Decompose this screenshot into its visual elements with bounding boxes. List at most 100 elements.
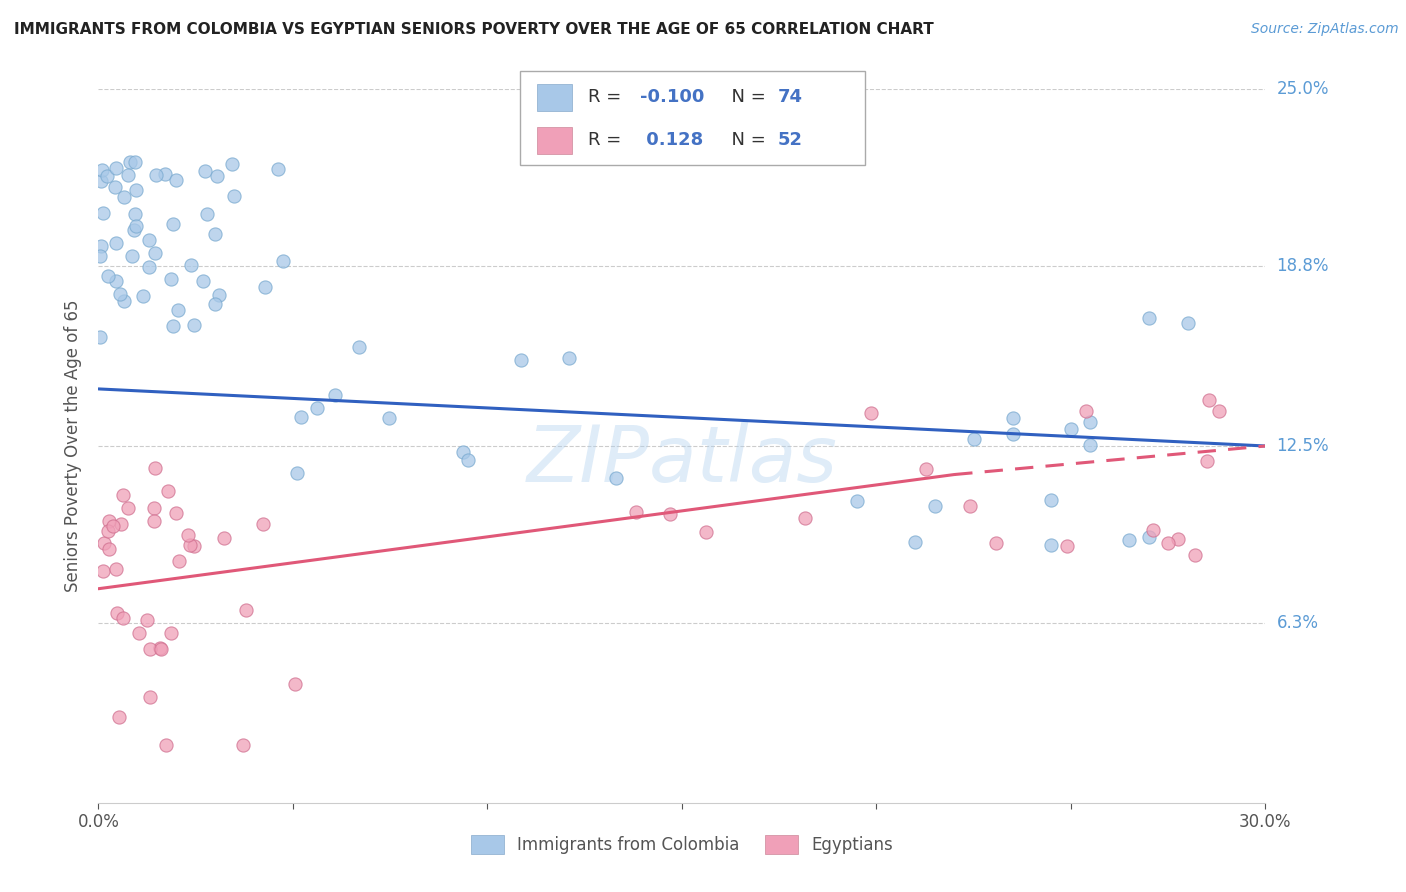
Point <box>105 161 128 175</box>
Point <box>1137 311 1160 326</box>
Point <box>153 167 176 181</box>
Point <box>183 539 205 553</box>
Y-axis label: Seniors Poverty Over the Age of 65: Seniors Poverty Over the Age of 65 <box>65 300 83 592</box>
Point <box>235 603 257 617</box>
Point <box>284 677 307 691</box>
Point <box>252 516 274 531</box>
Point <box>1137 530 1160 544</box>
Point <box>1142 523 1164 537</box>
Point <box>149 641 172 656</box>
Point <box>1060 422 1083 436</box>
Point <box>96 169 118 184</box>
Point <box>104 235 127 250</box>
Point <box>91 162 114 177</box>
Point <box>183 318 205 333</box>
Point <box>145 168 167 182</box>
Point <box>104 562 127 576</box>
Point <box>253 279 276 293</box>
Point <box>105 606 128 620</box>
Point <box>1080 415 1102 429</box>
Point <box>204 227 226 241</box>
Point <box>150 641 173 656</box>
Point <box>205 169 228 183</box>
Point <box>1198 392 1220 407</box>
Text: 52: 52 <box>778 131 803 149</box>
Point <box>325 388 347 402</box>
Point <box>89 249 111 263</box>
Point <box>124 183 146 197</box>
Text: Source: ZipAtlas.com: Source: ZipAtlas.com <box>1251 22 1399 37</box>
Point <box>659 507 682 521</box>
Point <box>121 249 143 263</box>
Point <box>624 505 647 519</box>
Point <box>111 488 134 502</box>
Point <box>378 411 401 425</box>
Point <box>97 269 120 284</box>
Point <box>195 207 218 221</box>
Point <box>1118 533 1140 548</box>
Point <box>1197 454 1219 468</box>
Point <box>117 168 139 182</box>
Point <box>135 613 157 627</box>
Text: 6.3%: 6.3% <box>1277 614 1319 632</box>
Point <box>1040 493 1063 508</box>
Point <box>962 433 984 447</box>
Point <box>793 510 815 524</box>
Text: IMMIGRANTS FROM COLOMBIA VS EGYPTIAN SENIORS POVERTY OVER THE AGE OF 65 CORRELAT: IMMIGRANTS FROM COLOMBIA VS EGYPTIAN SEN… <box>14 22 934 37</box>
Text: 25.0%: 25.0% <box>1277 80 1329 98</box>
Text: 0.128: 0.128 <box>640 131 703 149</box>
Point <box>98 514 121 528</box>
Point <box>165 506 187 520</box>
Point <box>224 189 246 203</box>
Point <box>695 525 717 540</box>
Point <box>1056 539 1078 553</box>
Point <box>114 294 136 309</box>
Point <box>959 499 981 513</box>
Text: ZIPatlas: ZIPatlas <box>526 422 838 499</box>
Point <box>159 626 181 640</box>
Point <box>104 180 127 194</box>
Point <box>191 274 214 288</box>
Point <box>91 564 114 578</box>
Point <box>138 234 160 248</box>
Point <box>347 341 370 355</box>
Point <box>1156 536 1178 550</box>
Point <box>457 453 479 467</box>
Point <box>138 690 160 704</box>
Point <box>904 534 927 549</box>
Point <box>101 519 124 533</box>
Point <box>162 217 184 231</box>
Point <box>110 517 132 532</box>
Point <box>1208 403 1230 417</box>
Point <box>180 258 202 272</box>
Point <box>142 501 165 516</box>
Point <box>97 524 120 538</box>
Point <box>1184 548 1206 562</box>
Point <box>159 272 181 286</box>
Text: R =: R = <box>588 87 627 105</box>
Point <box>177 528 200 542</box>
Point <box>104 274 127 288</box>
Point <box>124 155 146 169</box>
Point <box>179 538 201 552</box>
Point <box>208 288 231 302</box>
Point <box>605 471 627 485</box>
Point <box>124 207 146 221</box>
Point <box>924 500 946 514</box>
Point <box>89 330 111 344</box>
Point <box>558 351 581 365</box>
Point <box>271 254 294 268</box>
Point <box>143 460 166 475</box>
Point <box>110 287 132 301</box>
Point <box>165 173 187 187</box>
Point <box>107 710 129 724</box>
Point <box>267 161 290 176</box>
Point <box>112 610 135 624</box>
Text: 12.5%: 12.5% <box>1277 437 1329 455</box>
Point <box>124 223 146 237</box>
Point <box>1080 438 1102 452</box>
Point <box>1001 427 1024 442</box>
Point <box>451 444 474 458</box>
Point <box>117 500 139 515</box>
Point <box>91 206 114 220</box>
